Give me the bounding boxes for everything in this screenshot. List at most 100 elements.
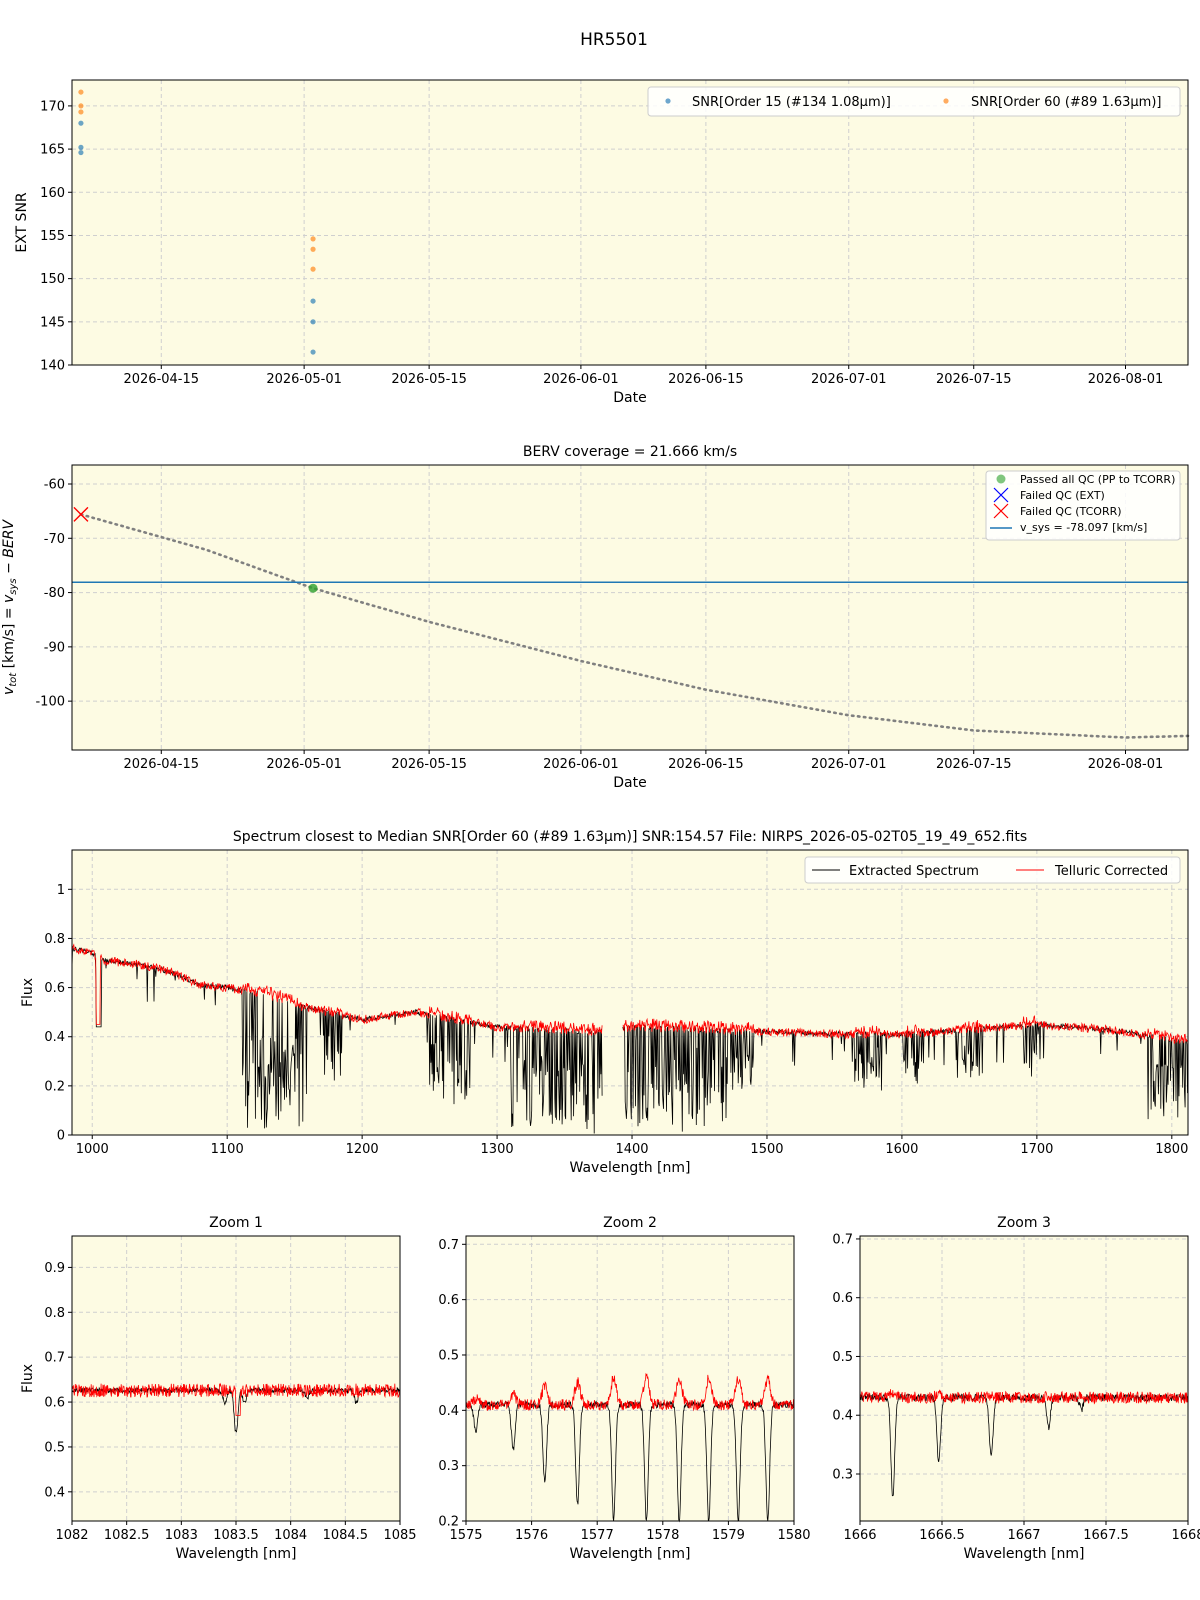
x-tick-label: 1666.5 <box>919 1528 965 1543</box>
x-tick-label: 2026-04-15 <box>123 372 199 387</box>
x-tick-label: 1577 <box>581 1528 614 1543</box>
snr-point <box>310 236 316 242</box>
failed-tcorr-marker <box>73 506 89 522</box>
y-tick-label: 0.7 <box>44 1351 65 1366</box>
x-axis-label: Wavelength [nm] <box>570 1546 691 1562</box>
axes-frame <box>859 1235 1189 1522</box>
y-tick-label: 0.5 <box>438 1348 459 1363</box>
berv-panel: 2026-04-15 2026-05-01 2026-05-15 2026-06-01… <box>1 444 1190 791</box>
x-tick-label: 1580 <box>777 1528 810 1543</box>
telluric-corrected-line <box>859 1389 1189 1405</box>
y-tick-label: 140 <box>40 359 65 374</box>
y-tick-label: 0.4 <box>44 1030 65 1045</box>
y-tick-label: 0.4 <box>438 1404 459 1419</box>
legend-label: Telluric Corrected <box>1054 864 1168 879</box>
x-tick-label: 1200 <box>346 1142 379 1157</box>
y-tick-label: 165 <box>40 143 65 158</box>
x-tick-label: 2026-07-01 <box>811 372 887 387</box>
telluric-corrected-line <box>71 943 1188 1044</box>
snr-point <box>310 298 316 304</box>
x-tick-label: 1083.5 <box>213 1528 259 1543</box>
snr-point <box>310 349 316 355</box>
zoom3-panel: 1666 1666.5 1667 1667.5 1668 0.3 0.4 0.5 0.6 0.7 W… <box>832 1215 1200 1562</box>
x-tick-label: 2026-06-15 <box>668 757 744 772</box>
axes-frame <box>71 1235 401 1522</box>
legend-label: Extracted Spectrum <box>849 864 979 879</box>
x-tick-label: 1300 <box>481 1142 514 1157</box>
y-tick-label: 0.2 <box>44 1079 65 1094</box>
x-tick-label: 1579 <box>712 1528 745 1543</box>
y-axis-label: EXT SNR <box>14 192 30 253</box>
chart-title: Zoom 1 <box>209 1215 263 1231</box>
x-tick-label: 1084.5 <box>323 1528 369 1543</box>
snr-point <box>310 266 316 272</box>
x-tick-label: 1667.5 <box>1083 1528 1129 1543</box>
y-axis-label: Flux <box>20 978 36 1007</box>
plot-area <box>466 1236 794 1521</box>
x-tick-label: 1083 <box>165 1528 198 1543</box>
x-tick-label: 1000 <box>76 1142 109 1157</box>
x-tick-label: 1085 <box>383 1528 416 1543</box>
plot-area <box>72 80 1188 365</box>
snr-point <box>310 319 316 325</box>
chart-title: BERV coverage = 21.666 km/s <box>523 444 737 460</box>
x-axis-label: Date <box>613 390 646 406</box>
x-axis-label: Wavelength [nm] <box>570 1160 691 1176</box>
x-tick-label: 1500 <box>750 1142 783 1157</box>
x-axis-label: Wavelength [nm] <box>964 1546 1085 1562</box>
snr-point <box>310 246 316 252</box>
x-tick-label: 2026-06-01 <box>543 757 619 772</box>
chart-title: Zoom 2 <box>603 1215 657 1231</box>
y-tick-label: 0.7 <box>832 1232 853 1247</box>
zoom1-panel: 1082 1082.5 1083 1083.5 1084 1084.5 1085 0.4 0.5… <box>20 1215 417 1562</box>
y-tick-label: 0.4 <box>832 1409 853 1424</box>
snr-point <box>78 144 84 150</box>
legend-label: Failed QC (TCORR) <box>1020 505 1122 518</box>
legend: Passed all QC (PP to TCORR) Failed QC (EX… <box>985 470 1181 541</box>
y-axis-label: vtot [km/s] = vsys − BERV <box>1 519 19 695</box>
axes-frame <box>71 79 1189 366</box>
x-tick-label: 1700 <box>1020 1142 1053 1157</box>
y-tick-label: 0.5 <box>832 1350 853 1365</box>
y-tick-label: -80 <box>44 586 65 601</box>
x-tick-label: 2026-06-01 <box>543 372 619 387</box>
y-tick-label: 1 <box>57 883 65 898</box>
chart-title: Zoom 3 <box>997 1215 1051 1231</box>
chart-title: Spectrum closest to Median SNR[Order 60 … <box>233 829 1027 845</box>
legend-marker <box>993 503 1009 519</box>
legend: SNR[Order 15 (#134 1.08μm)] SNR[Order 60 … <box>647 86 1181 117</box>
legend-box <box>804 856 1181 884</box>
x-tick-label: 2026-04-15 <box>123 757 199 772</box>
x-tick-label: 2026-07-01 <box>811 757 887 772</box>
x-tick-label: 1084 <box>274 1528 307 1543</box>
x-tick-label: 1400 <box>615 1142 648 1157</box>
y-tick-label: -70 <box>44 532 65 547</box>
x-tick-label: 2026-08-01 <box>1088 372 1164 387</box>
legend-label: SNR[Order 60 (#89 1.63μm)] <box>971 95 1162 110</box>
snr-point <box>78 109 84 115</box>
y-axis-label: Flux <box>20 1364 36 1393</box>
figure-title: HR5501 <box>580 30 648 50</box>
x-tick-label: 2026-07-15 <box>936 372 1012 387</box>
snr-panel: 2026-04-15 2026-05-01 2026-05-15 2026-06-01… <box>14 79 1189 406</box>
berv-curve <box>79 513 1190 739</box>
x-tick-label: 2026-06-15 <box>668 372 744 387</box>
telluric-corrected-line <box>465 1372 795 1412</box>
y-tick-label: 145 <box>40 315 65 330</box>
legend-marker <box>665 98 671 104</box>
y-tick-label: 160 <box>40 186 65 201</box>
y-tick-label: 0.2 <box>438 1515 459 1530</box>
y-tick-label: 150 <box>40 272 65 287</box>
y-tick-label: 0 <box>57 1129 65 1144</box>
x-axis-label: Date <box>613 775 646 791</box>
y-tick-label: 0.3 <box>438 1459 459 1474</box>
x-axis-label: Wavelength [nm] <box>176 1546 297 1562</box>
x-tick-label: 1082 <box>55 1528 88 1543</box>
y-tick-label: -60 <box>44 478 65 493</box>
x-tick-label: 2026-05-01 <box>266 757 342 772</box>
legend-label: SNR[Order 15 (#134 1.08μm)] <box>692 95 891 110</box>
legend-marker <box>996 474 1006 484</box>
x-tick-label: 1578 <box>646 1528 679 1543</box>
x-tick-label: 1800 <box>1155 1142 1188 1157</box>
